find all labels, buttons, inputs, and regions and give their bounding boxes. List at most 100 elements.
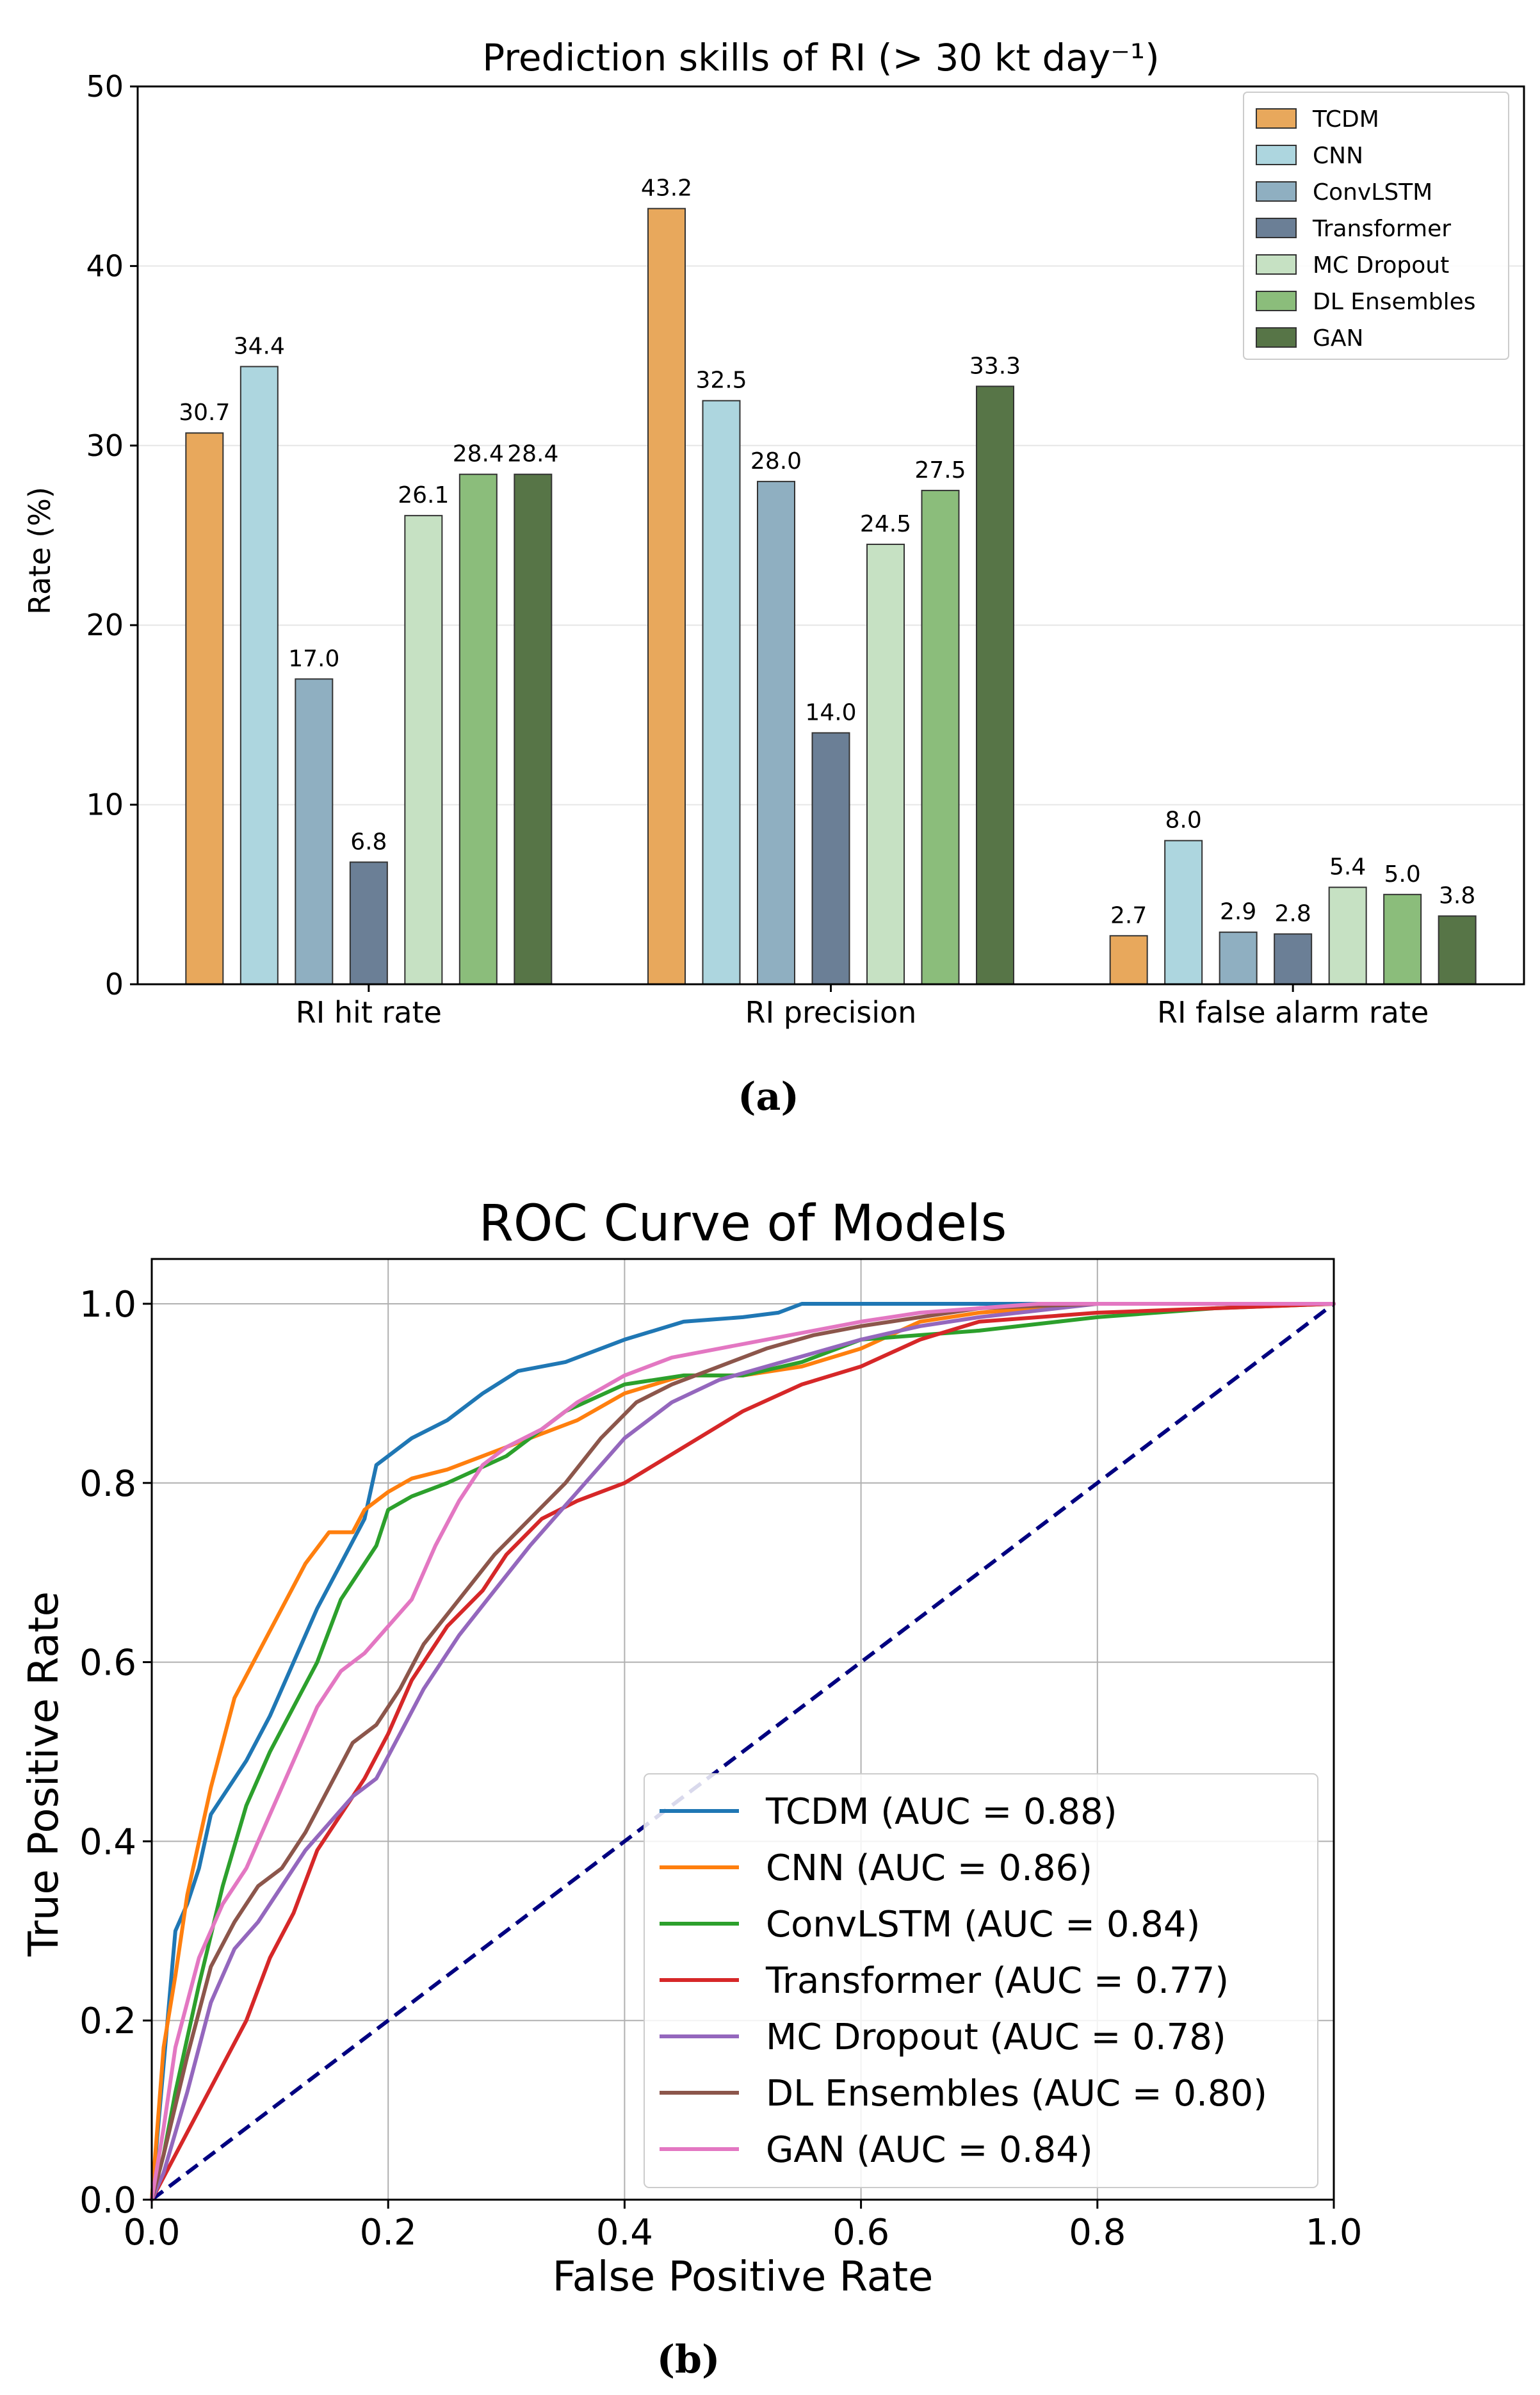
roc-x-tick-label: 1.0 <box>1305 2212 1362 2253</box>
roc-y-tick-label: 0.8 <box>79 1463 136 1505</box>
roc-line-mc-dropout <box>150 1302 1336 2202</box>
bar-dl-ensembles-ri-precision <box>921 489 960 985</box>
bar-value-label: 32.5 <box>695 368 747 394</box>
bar-tcdm-ri-hit-rate <box>185 432 224 985</box>
bar-tcdm-ri-false-alarm-rate <box>1109 935 1148 985</box>
roc-y-tick-label: 0.2 <box>79 2001 136 2042</box>
bar-mc-dropout-ri-hit-rate <box>404 515 443 985</box>
bar-transformer-ri-precision <box>811 732 850 985</box>
roc-legend-label-convlstm: ConvLSTM (AUC = 0.84) <box>766 1904 1200 1945</box>
bar-value-label: 28.4 <box>453 441 504 467</box>
bar-transformer-ri-hit-rate <box>349 861 388 985</box>
bar-value-label: 8.0 <box>1165 808 1202 834</box>
bar-y-tick-label: 30 <box>86 428 124 463</box>
bar-x-ticks: RI hit rate RI precision RI false alarm ra… <box>296 984 1429 1030</box>
bar-x-tick-label-ri-hit-rate: RI hit rate <box>296 995 442 1030</box>
bar-value-label: 2.7 <box>1110 902 1147 929</box>
bar-legend-label-convlstm: ConvLSTM <box>1313 179 1432 206</box>
bar-chart: 30.734.417.06.826.128.4 28.443.232.528.01… <box>22 36 1525 1030</box>
bar-gan-ri-hit-rate <box>514 473 553 985</box>
roc-legend-label-mc-dropout: MC Dropout (AUC = 0.78) <box>766 2017 1226 2058</box>
roc-line-cnn <box>150 1302 1336 2202</box>
bar-value-label: 2.8 <box>1275 900 1311 927</box>
roc-plot-frame <box>150 1258 1335 2201</box>
bar-y-tick-label: 0 <box>105 967 124 1002</box>
bar-value-label: 34.4 <box>234 333 285 359</box>
roc-y-tick-label: 0.0 <box>79 2180 136 2221</box>
bar-x-tick-label-ri-precision: RI precision <box>745 995 917 1030</box>
roc-line-dl-ensembles <box>150 1302 1336 2202</box>
roc-y-tick-label: 0.6 <box>79 1643 136 1684</box>
roc-line-gan <box>150 1302 1336 2202</box>
bar-value-label: 2.9 <box>1220 899 1256 925</box>
bar-y-tick-label: 40 <box>86 248 124 283</box>
roc-x-tick-label: 0.0 <box>123 2212 180 2253</box>
bar-value-label: 3.8 <box>1439 882 1475 909</box>
bar-y-tick-label: 20 <box>86 608 124 642</box>
bar-value-label: 27.5 <box>914 457 966 483</box>
roc-x-ticks: 0.0 0.2 0.4 0.6 0.8 1.0 <box>123 2200 1363 2253</box>
bar-legend-swatch-cnn <box>1256 145 1297 165</box>
bar-value-label: 26.1 <box>398 482 449 508</box>
bar-gan-ri-precision <box>976 386 1014 985</box>
roc-legend-label-transformer: Transformer (AUC = 0.77) <box>765 1960 1229 2002</box>
bar-mc-dropout-ri-precision <box>866 544 905 985</box>
roc-chart: 0.0 0.2 0.4 0.6 0.8 1.0 0.0 0.2 0.4 0.6 0.8 1.0 RO… <box>20 1195 1363 2301</box>
bar-value-labels: 30.734.417.06.826.128.4 28.443.232.528.01… <box>179 175 1475 929</box>
roc-y-axis-label: True Positive Rate <box>20 1591 68 1957</box>
roc-x-tick-label: 0.8 <box>1069 2212 1126 2253</box>
roc-line-transformer <box>150 1302 1336 2202</box>
bar-gan-ri-false-alarm-rate <box>1438 915 1477 985</box>
bar-legend-label-gan: GAN <box>1313 325 1363 352</box>
bar-convlstm-ri-false-alarm-rate <box>1219 931 1258 985</box>
bar-legend-swatch-gan <box>1256 327 1297 348</box>
bar-value-label: 17.0 <box>288 645 339 672</box>
bar-chart-title: Prediction skills of RI (> 30 kt day⁻¹) <box>482 36 1159 79</box>
bar-y-axis-label: Rate (%) <box>22 487 57 615</box>
roc-y-tick-label: 1.0 <box>79 1284 136 1326</box>
bar-dl-ensembles-ri-false-alarm-rate <box>1383 893 1422 986</box>
roc-legend: TCDM (AUC = 0.88) CNN (AUC = 0.86) ConvLST… <box>644 1773 1318 2188</box>
bar-y-tick-label: 50 <box>86 69 124 104</box>
roc-legend-frame <box>644 1773 1318 2188</box>
bar-mc-dropout-ri-false-alarm-rate <box>1328 886 1367 985</box>
bar-value-label: 6.8 <box>350 829 387 855</box>
bar-value-label: 33.3 <box>969 353 1021 379</box>
bar-value-label: 5.4 <box>1329 854 1366 881</box>
roc-x-tick-label: 0.4 <box>596 2212 653 2253</box>
bar-legend-label-dl-ensembles: DL Ensembles <box>1313 289 1476 315</box>
panel-label-a: (a) <box>738 1075 799 1119</box>
panel-label-b: (b) <box>657 2337 720 2382</box>
bar-tcdm-ri-precision <box>647 207 686 985</box>
bar-convlstm-ri-hit-rate <box>295 678 334 985</box>
roc-chart-title: ROC Curve of Models <box>479 1195 1007 1253</box>
bar-value-label: 28.4 <box>507 441 558 467</box>
bar-dl-ensembles-ri-hit-rate <box>458 473 498 985</box>
bar-value-label: 28.0 <box>750 448 802 475</box>
bar-legend-label-tcdm: TCDM <box>1312 106 1379 133</box>
bar-legend-swatch-dl-ensembles <box>1256 291 1297 311</box>
roc-y-tick-label: 0.4 <box>79 1821 136 1863</box>
bar-legend-swatch-transformer <box>1256 218 1297 238</box>
bar-value-label: 30.7 <box>179 400 230 426</box>
bar-legend-label-transformer: Transformer <box>1312 216 1451 242</box>
roc-line-tcdm <box>150 1302 1336 2202</box>
bar-legend-frame <box>1243 92 1509 360</box>
bar-x-tick-label-ri-false-alarm-rate: RI false alarm rate <box>1157 995 1429 1030</box>
bar-transformer-ri-false-alarm-rate <box>1274 933 1313 986</box>
bar-convlstm-ri-precision <box>757 480 795 985</box>
bar-cnn-ri-false-alarm-rate <box>1164 840 1203 986</box>
roc-legend-label-cnn: CNN (AUC = 0.86) <box>766 1847 1092 1889</box>
bar-legend-swatch-mc-dropout <box>1256 254 1297 275</box>
roc-legend-label-dl-ensembles: DL Ensembles (AUC = 0.80) <box>766 2073 1267 2115</box>
bar-y-tick-label: 10 <box>86 788 124 822</box>
roc-x-tick-label: 0.6 <box>832 2212 889 2253</box>
bar-series <box>185 207 1477 986</box>
roc-series <box>150 1302 1336 2202</box>
roc-legend-label-gan: GAN (AUC = 0.84) <box>766 2129 1093 2171</box>
bar-value-label: 43.2 <box>641 175 692 202</box>
roc-x-axis-label: False Positive Rate <box>553 2253 934 2301</box>
roc-y-ticks: 0.0 0.2 0.4 0.6 0.8 1.0 <box>79 1284 152 2221</box>
bar-y-ticks: 0 10 20 30 40 50 <box>86 69 138 1002</box>
